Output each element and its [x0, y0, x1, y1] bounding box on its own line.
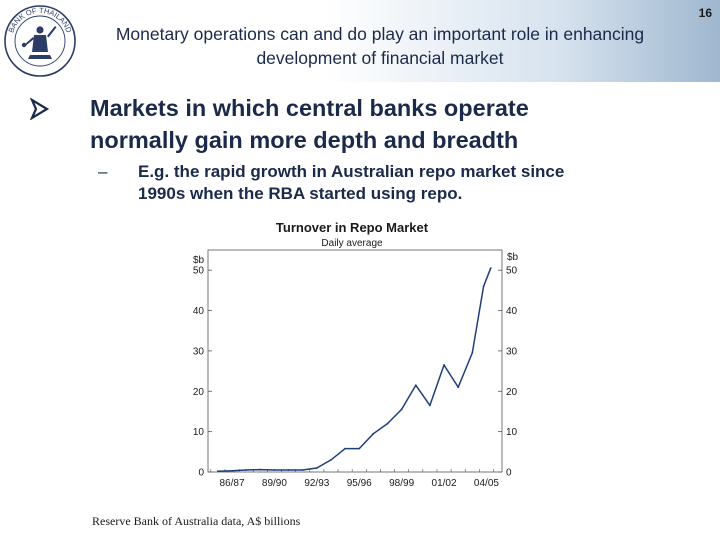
y-tick-label-right-40: 40	[506, 306, 518, 317]
x-tick-label-86-87: 86/87	[220, 478, 245, 489]
sub-bullet-line-2: 1990s when the RBA started using repo.	[138, 184, 463, 203]
data-point	[273, 469, 276, 471]
data-point	[386, 422, 389, 425]
main-bullet: Markets in which central banks operate n…	[29, 92, 690, 156]
data-point	[489, 267, 492, 270]
slide-title-line-1: Monetary operations can and do play an i…	[115, 24, 645, 44]
y-tick-label-right-10: 10	[506, 427, 518, 438]
data-point	[330, 458, 332, 461]
data-point	[443, 364, 445, 366]
main-bullet-text: Markets in which central banks operate n…	[90, 92, 529, 156]
data-point	[358, 447, 361, 450]
y-tick-label-left-20: 20	[193, 387, 205, 398]
y-tick-label-left-30: 30	[193, 346, 205, 357]
central-bank-seal-icon: BANK OF THAILAND	[4, 5, 76, 77]
chart-title: Turnover in Repo Market	[276, 220, 429, 235]
x-tick-label-95-96: 95/96	[347, 478, 372, 489]
x-tick-label-04-05: 04/05	[474, 478, 499, 489]
page-number: 16	[698, 6, 712, 20]
data-point	[344, 447, 347, 450]
y-tick-label-left-40: 40	[193, 306, 205, 317]
repo-turnover-chart: Turnover in Repo Market Daily average $b…	[193, 220, 519, 489]
plot-frame	[207, 249, 503, 473]
sub-bullet-line-1: E.g. the rapid growth in Australian repo…	[138, 162, 565, 181]
chart-source-caption: Reserve Bank of Australia data, A$ billi…	[92, 514, 301, 528]
data-point	[429, 404, 431, 407]
seal-figure-icon	[21, 26, 57, 59]
data-point	[301, 469, 304, 471]
data-point	[259, 468, 262, 471]
data-point	[216, 470, 219, 473]
y-axis-label-right: $b	[507, 252, 519, 263]
data-point	[372, 432, 375, 435]
y-tick-label-left-50: 50	[193, 266, 205, 277]
x-tick-label-92-93: 92/93	[304, 478, 329, 489]
x-tick-label-89-90: 89/90	[262, 478, 287, 489]
data-point	[400, 408, 403, 411]
x-tick-label-98-99: 98/99	[389, 478, 414, 489]
main-bullet-line-2: normally gain more depth and breadth	[90, 127, 519, 153]
y-tick-label-left-10: 10	[193, 427, 205, 438]
data-point	[457, 386, 460, 389]
slide-title: Monetary operations can and do play an i…	[40, 22, 720, 70]
data-point	[482, 285, 485, 288]
y-tick-label-right-20: 20	[506, 387, 518, 398]
chart-subtitle: Daily average	[321, 238, 383, 249]
x-tick-label-01-02: 01/02	[432, 478, 457, 489]
series-line-repo-turnover	[217, 267, 492, 472]
y-tick-label-right-30: 30	[506, 346, 518, 357]
data-point	[245, 469, 248, 471]
data-point	[414, 384, 417, 387]
sub-bullet-dash: –	[98, 162, 108, 181]
sub-bullet-text: E.g. the rapid growth in Australian repo…	[138, 161, 564, 205]
y-axis-label-left: $b	[193, 255, 205, 266]
data-point	[231, 469, 233, 472]
arrow-bullet-icon	[29, 92, 90, 129]
y-tick-label-left-0: 0	[198, 468, 204, 479]
sub-bullet: – E.g. the rapid growth in Australian re…	[98, 161, 688, 205]
data-point	[287, 469, 290, 471]
data-point	[315, 467, 318, 469]
y-tick-label-right-50: 50	[506, 266, 518, 277]
y-tick-label-right-0: 0	[506, 468, 512, 479]
slide-title-line-2: development of financial market	[256, 48, 504, 68]
main-bullet-line-1: Markets in which central banks operate	[90, 95, 529, 121]
data-point	[471, 352, 474, 354]
header-band	[0, 0, 720, 82]
